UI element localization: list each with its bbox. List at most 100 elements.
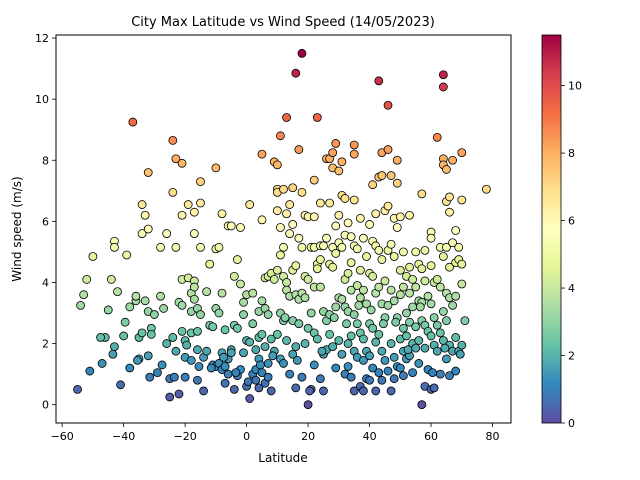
- data-point: [331, 249, 341, 258]
- data-point: [337, 349, 347, 359]
- data-point: [153, 368, 162, 377]
- data-point: [202, 287, 212, 297]
- data-point: [300, 339, 310, 348]
- data-point: [337, 157, 347, 167]
- data-point: [457, 279, 467, 289]
- data-point: [337, 242, 347, 252]
- data-point: [119, 331, 129, 341]
- data-point: [73, 384, 82, 394]
- data-point: [346, 232, 356, 242]
- colorbar: [541, 34, 562, 424]
- data-point: [392, 178, 402, 188]
- data-point: [279, 242, 288, 252]
- data-point: [451, 226, 461, 235]
- data-point: [182, 340, 192, 350]
- data-point: [79, 290, 89, 300]
- data-point: [285, 200, 295, 209]
- data-point: [337, 294, 347, 304]
- data-point: [97, 359, 107, 368]
- data-point: [226, 221, 236, 231]
- data-point: [315, 374, 325, 384]
- data-point: [146, 329, 156, 339]
- data-point: [140, 210, 150, 220]
- data-point: [438, 82, 448, 92]
- data-point: [343, 218, 353, 228]
- y-axis-label: Wind speed (m/s): [10, 176, 24, 281]
- data-point: [343, 362, 353, 371]
- data-point: [411, 322, 421, 332]
- data-point: [232, 323, 242, 333]
- data-point: [448, 238, 457, 248]
- data-point: [389, 252, 399, 261]
- data-point: [177, 300, 187, 310]
- data-point: [297, 242, 307, 252]
- x-tick-label: 0: [243, 430, 250, 443]
- data-point: [171, 242, 181, 252]
- data-point: [291, 383, 301, 393]
- data-point: [292, 355, 302, 365]
- data-point: [457, 148, 467, 158]
- data-point: [288, 349, 298, 359]
- data-point: [297, 48, 307, 58]
- data-point: [457, 259, 467, 269]
- data-point: [386, 171, 396, 180]
- data-point: [177, 210, 187, 220]
- data-point: [315, 282, 325, 292]
- data-point: [380, 355, 390, 365]
- data-point: [386, 386, 396, 396]
- data-point: [451, 366, 461, 376]
- data-point: [325, 329, 335, 339]
- data-point: [306, 308, 316, 318]
- data-point: [342, 319, 351, 329]
- data-point: [116, 380, 125, 390]
- data-point: [312, 113, 322, 122]
- data-point: [208, 322, 218, 332]
- data-point: [251, 375, 261, 385]
- data-point: [429, 313, 439, 323]
- data-point: [125, 363, 135, 373]
- data-point: [294, 145, 304, 154]
- data-point: [435, 282, 445, 292]
- data-point: [162, 229, 172, 238]
- data-point: [282, 209, 291, 219]
- data-point: [432, 320, 442, 330]
- data-point: [268, 351, 278, 361]
- data-point: [266, 334, 276, 344]
- data-point: [143, 351, 153, 361]
- data-point: [137, 229, 147, 238]
- data-point: [245, 394, 255, 403]
- data-point: [211, 163, 221, 173]
- data-point: [276, 223, 285, 232]
- colorbar-ticks: 0 2 4 6 8 10: [561, 80, 582, 430]
- data-point: [272, 206, 282, 216]
- data-point: [377, 255, 387, 264]
- data-point: [389, 374, 399, 384]
- data-point: [177, 326, 187, 336]
- data-point: [457, 340, 467, 350]
- data-point: [389, 352, 399, 362]
- data-point: [371, 337, 381, 347]
- data-point: [346, 372, 356, 382]
- data-point: [395, 265, 405, 275]
- data-point: [414, 336, 424, 345]
- data-point: [442, 316, 451, 326]
- data-point: [110, 242, 119, 252]
- data-point: [223, 369, 233, 379]
- data-point: [133, 355, 142, 365]
- data-point: [392, 155, 402, 165]
- data-point: [257, 329, 267, 339]
- data-point: [398, 371, 408, 381]
- data-point: [285, 369, 295, 379]
- data-point: [398, 323, 408, 333]
- data-point: [186, 355, 196, 365]
- data-point: [76, 300, 85, 310]
- data-point: [269, 275, 279, 284]
- data-point: [125, 302, 135, 312]
- data-point: [312, 334, 322, 344]
- data-point: [328, 262, 338, 272]
- data-point: [435, 328, 445, 338]
- data-point: [103, 305, 113, 315]
- data-point: [377, 375, 387, 385]
- data-point: [245, 337, 255, 347]
- data-point: [171, 154, 181, 164]
